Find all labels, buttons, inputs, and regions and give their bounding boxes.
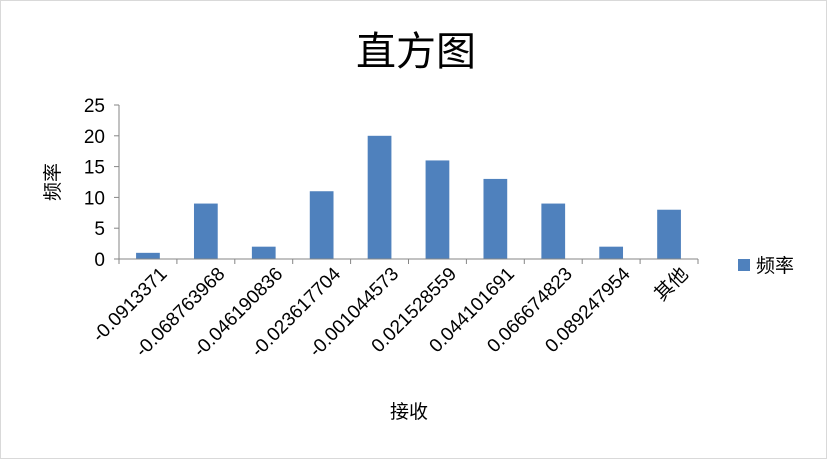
y-tick-label: 5 — [94, 219, 105, 240]
y-tick-label: 10 — [84, 188, 105, 209]
y-axis-tick-labels: 0 5 10 15 20 25 — [84, 96, 105, 271]
axes — [114, 104, 699, 264]
bar-series — [136, 135, 681, 259]
y-tick-label: 25 — [84, 96, 105, 117]
chart-title: 直方图 — [356, 29, 476, 75]
legend-swatch — [738, 259, 750, 271]
x-axis-title: 接收 — [390, 401, 428, 423]
bar — [541, 203, 566, 259]
y-tick-label: 20 — [84, 127, 105, 148]
x-axis-tick-labels: -0.0913371-0.068763968-0.046190836-0.023… — [89, 263, 693, 361]
bar — [425, 160, 450, 259]
legend: 频率 — [738, 255, 794, 277]
bar — [193, 203, 218, 259]
bar — [251, 246, 276, 259]
bar — [367, 135, 392, 259]
y-axis-title: 频率 — [42, 163, 64, 201]
bar — [483, 178, 508, 259]
x-tick-label: 其他 — [650, 263, 692, 305]
y-tick-label: 15 — [84, 158, 105, 179]
legend-label: 频率 — [756, 255, 794, 277]
bar — [136, 252, 160, 259]
bar — [657, 209, 681, 259]
bar — [599, 246, 624, 259]
y-tick-label: 0 — [94, 250, 105, 271]
bar — [309, 191, 334, 259]
